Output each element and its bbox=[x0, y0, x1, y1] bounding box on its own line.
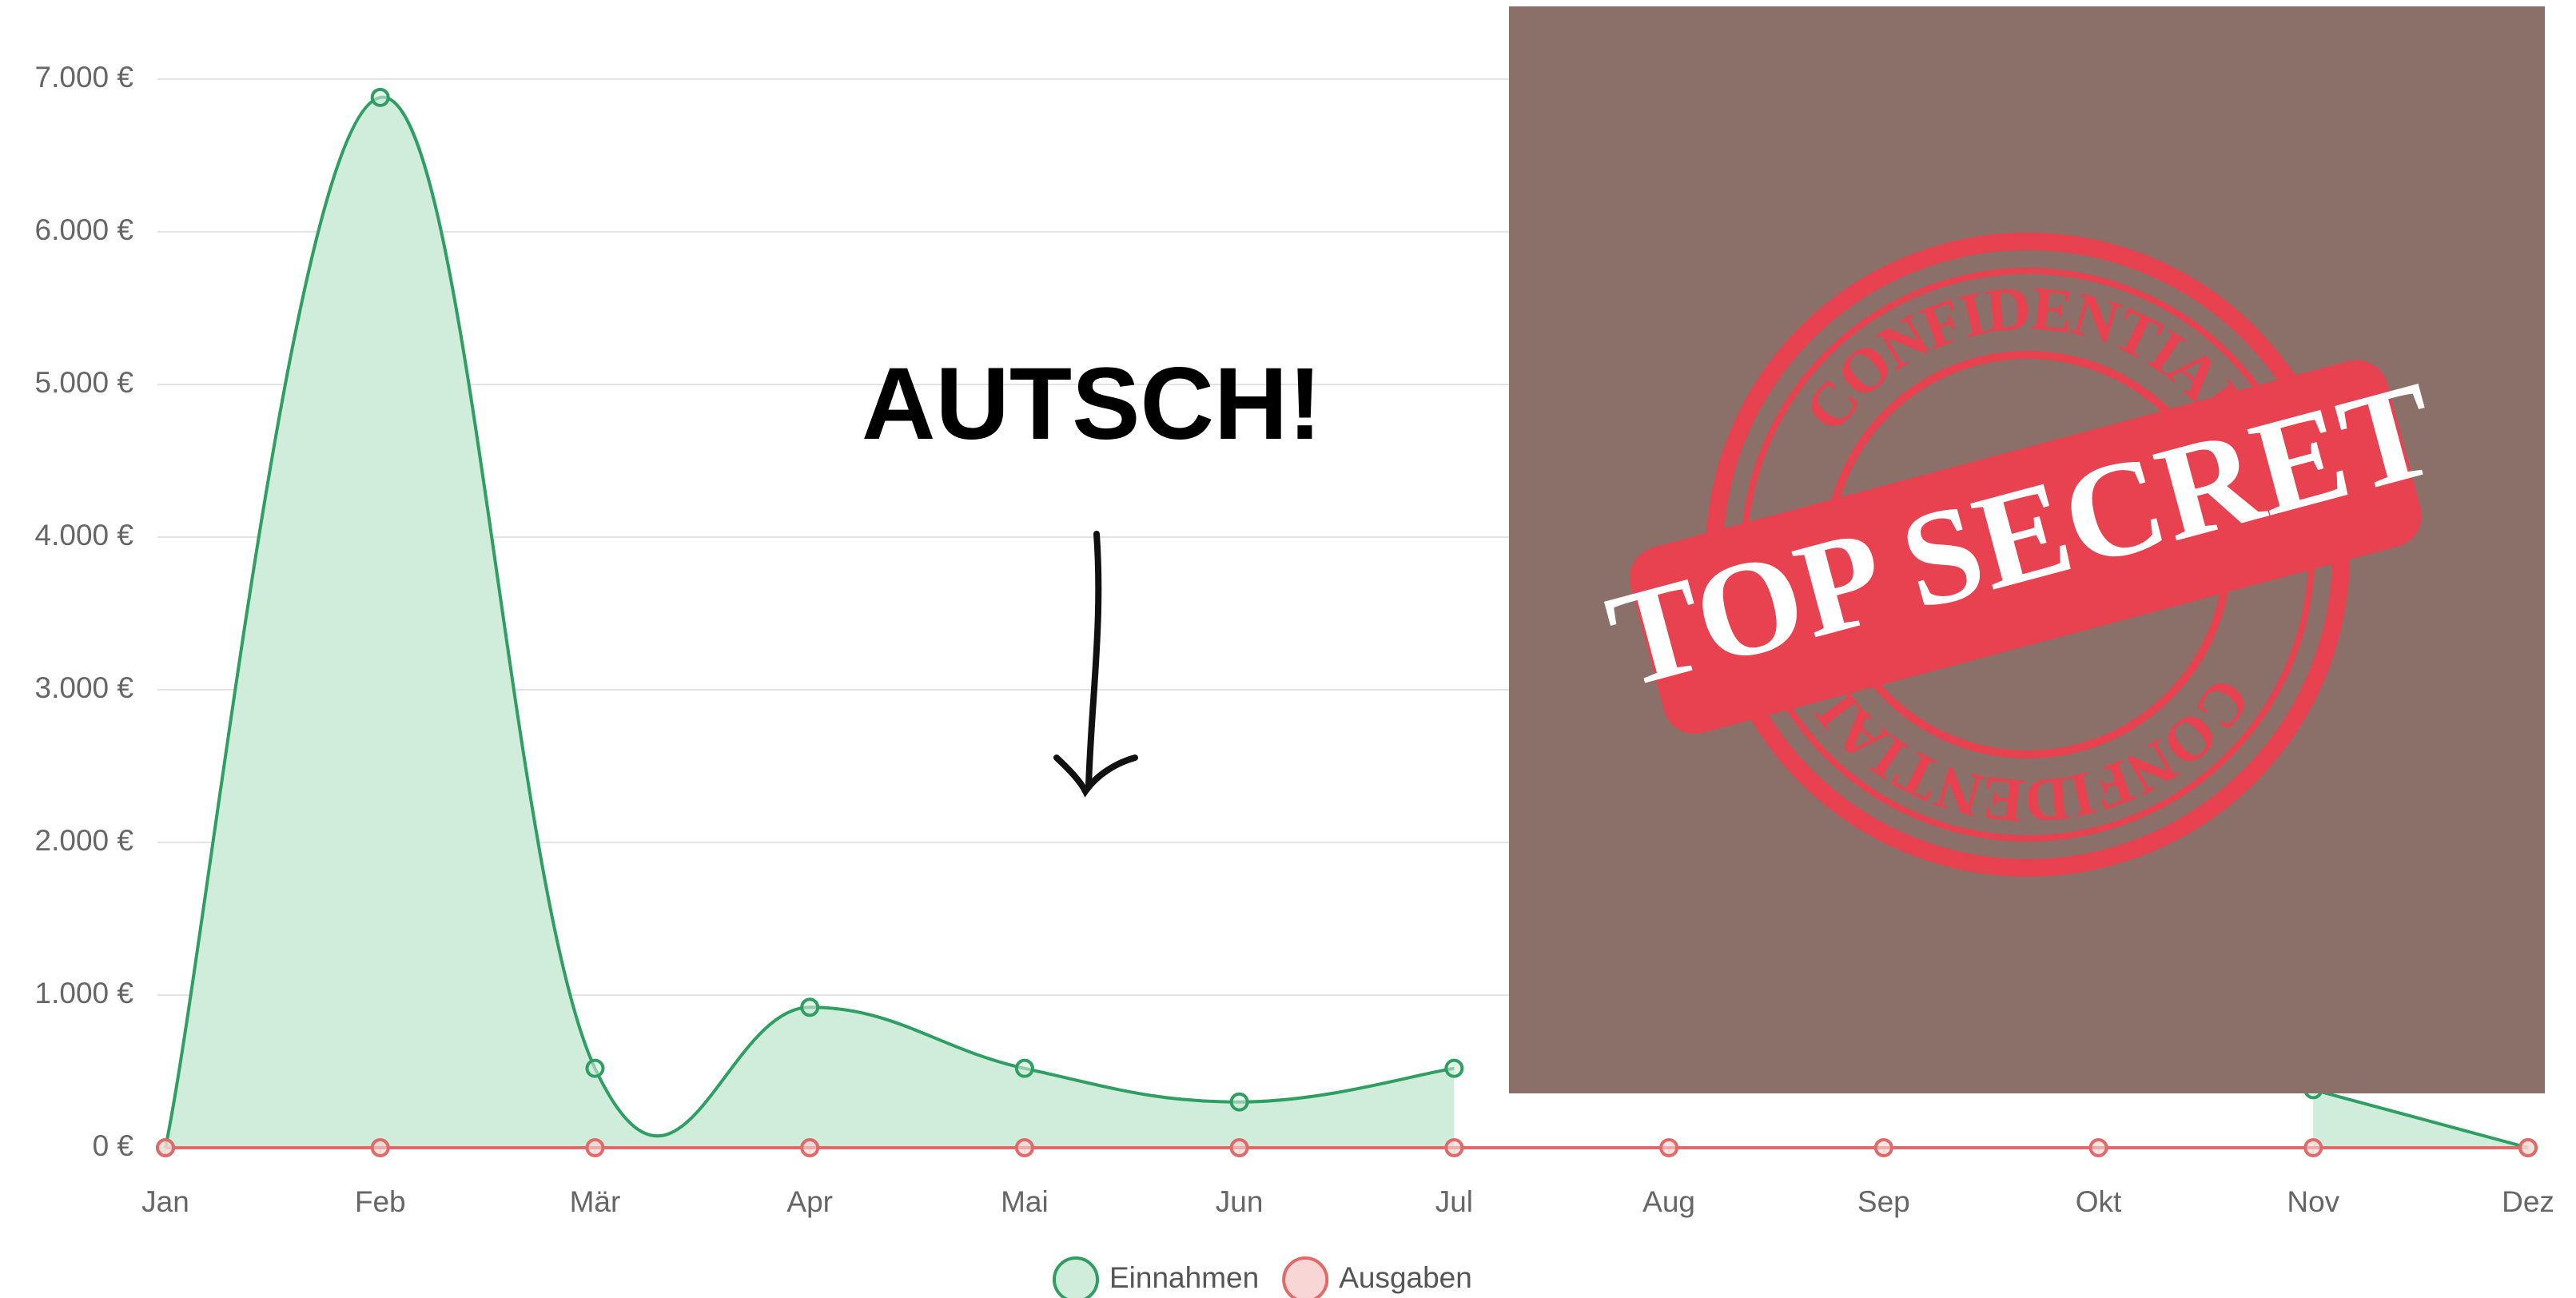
data-point bbox=[2091, 1140, 2107, 1156]
data-point bbox=[1446, 1140, 1462, 1156]
data-point bbox=[587, 1061, 603, 1077]
data-point bbox=[1017, 1061, 1033, 1077]
data-point bbox=[2520, 1140, 2536, 1156]
x-tick-label: Aug bbox=[1642, 1185, 1695, 1218]
data-point bbox=[802, 999, 818, 1015]
x-tick-label: Jul bbox=[1435, 1185, 1473, 1218]
y-tick-label: 3.000 € bbox=[35, 671, 134, 704]
x-tick-label: Feb bbox=[355, 1185, 406, 1218]
data-point bbox=[2305, 1140, 2321, 1156]
x-tick-label: Okt bbox=[2076, 1185, 2122, 1218]
x-tick-label: Jun bbox=[1216, 1185, 1264, 1218]
legend-swatch bbox=[1284, 1258, 1327, 1298]
y-tick-label: 5.000 € bbox=[35, 366, 134, 399]
x-tick-label: Sep bbox=[1857, 1185, 1910, 1218]
data-point bbox=[1446, 1061, 1462, 1077]
annotation: AUTSCH! bbox=[862, 347, 1322, 461]
data-point bbox=[1232, 1140, 1248, 1156]
data-point bbox=[587, 1140, 603, 1156]
x-tick-label: Jan bbox=[141, 1185, 189, 1218]
redaction-overlay: CONFIDENTIAL CONFIDENTIAL TOP SECRET bbox=[1509, 6, 2545, 1093]
data-point bbox=[1661, 1140, 1677, 1156]
data-point bbox=[802, 1140, 818, 1156]
data-point bbox=[157, 1140, 173, 1156]
legend-label: Ausgaben bbox=[1339, 1261, 1472, 1294]
y-tick-label: 4.000 € bbox=[35, 519, 134, 551]
x-tick-label: Apr bbox=[786, 1185, 833, 1218]
x-tick-label: Nov bbox=[2287, 1185, 2339, 1218]
legend-label: Einnahmen bbox=[1109, 1261, 1259, 1294]
data-point bbox=[372, 90, 388, 106]
y-tick-label: 1.000 € bbox=[35, 977, 134, 1009]
x-tick-label: Dez bbox=[2502, 1185, 2554, 1218]
annotation-arrow bbox=[1057, 534, 1135, 791]
chart: 0 € 1.000 € 2.000 € 3.000 € 4.000 € 5.000 € 6.… bbox=[0, 0, 2576, 1298]
y-tick-label: 0 € bbox=[93, 1129, 134, 1162]
legend-swatch bbox=[1054, 1258, 1097, 1298]
x-tick-label: Mär bbox=[570, 1185, 621, 1218]
page: {"chart_data": {"type": "line", "categor… bbox=[0, 0, 2576, 1298]
y-tick-label: 2.000 € bbox=[35, 824, 134, 857]
y-tick-label: 6.000 € bbox=[35, 213, 134, 246]
data-point bbox=[1232, 1094, 1248, 1110]
x-tick-label: Mai bbox=[1001, 1185, 1049, 1218]
data-point bbox=[1876, 1140, 1892, 1156]
y-tick-label: 7.000 € bbox=[35, 61, 134, 94]
data-point bbox=[372, 1140, 388, 1156]
data-point bbox=[1017, 1140, 1033, 1156]
